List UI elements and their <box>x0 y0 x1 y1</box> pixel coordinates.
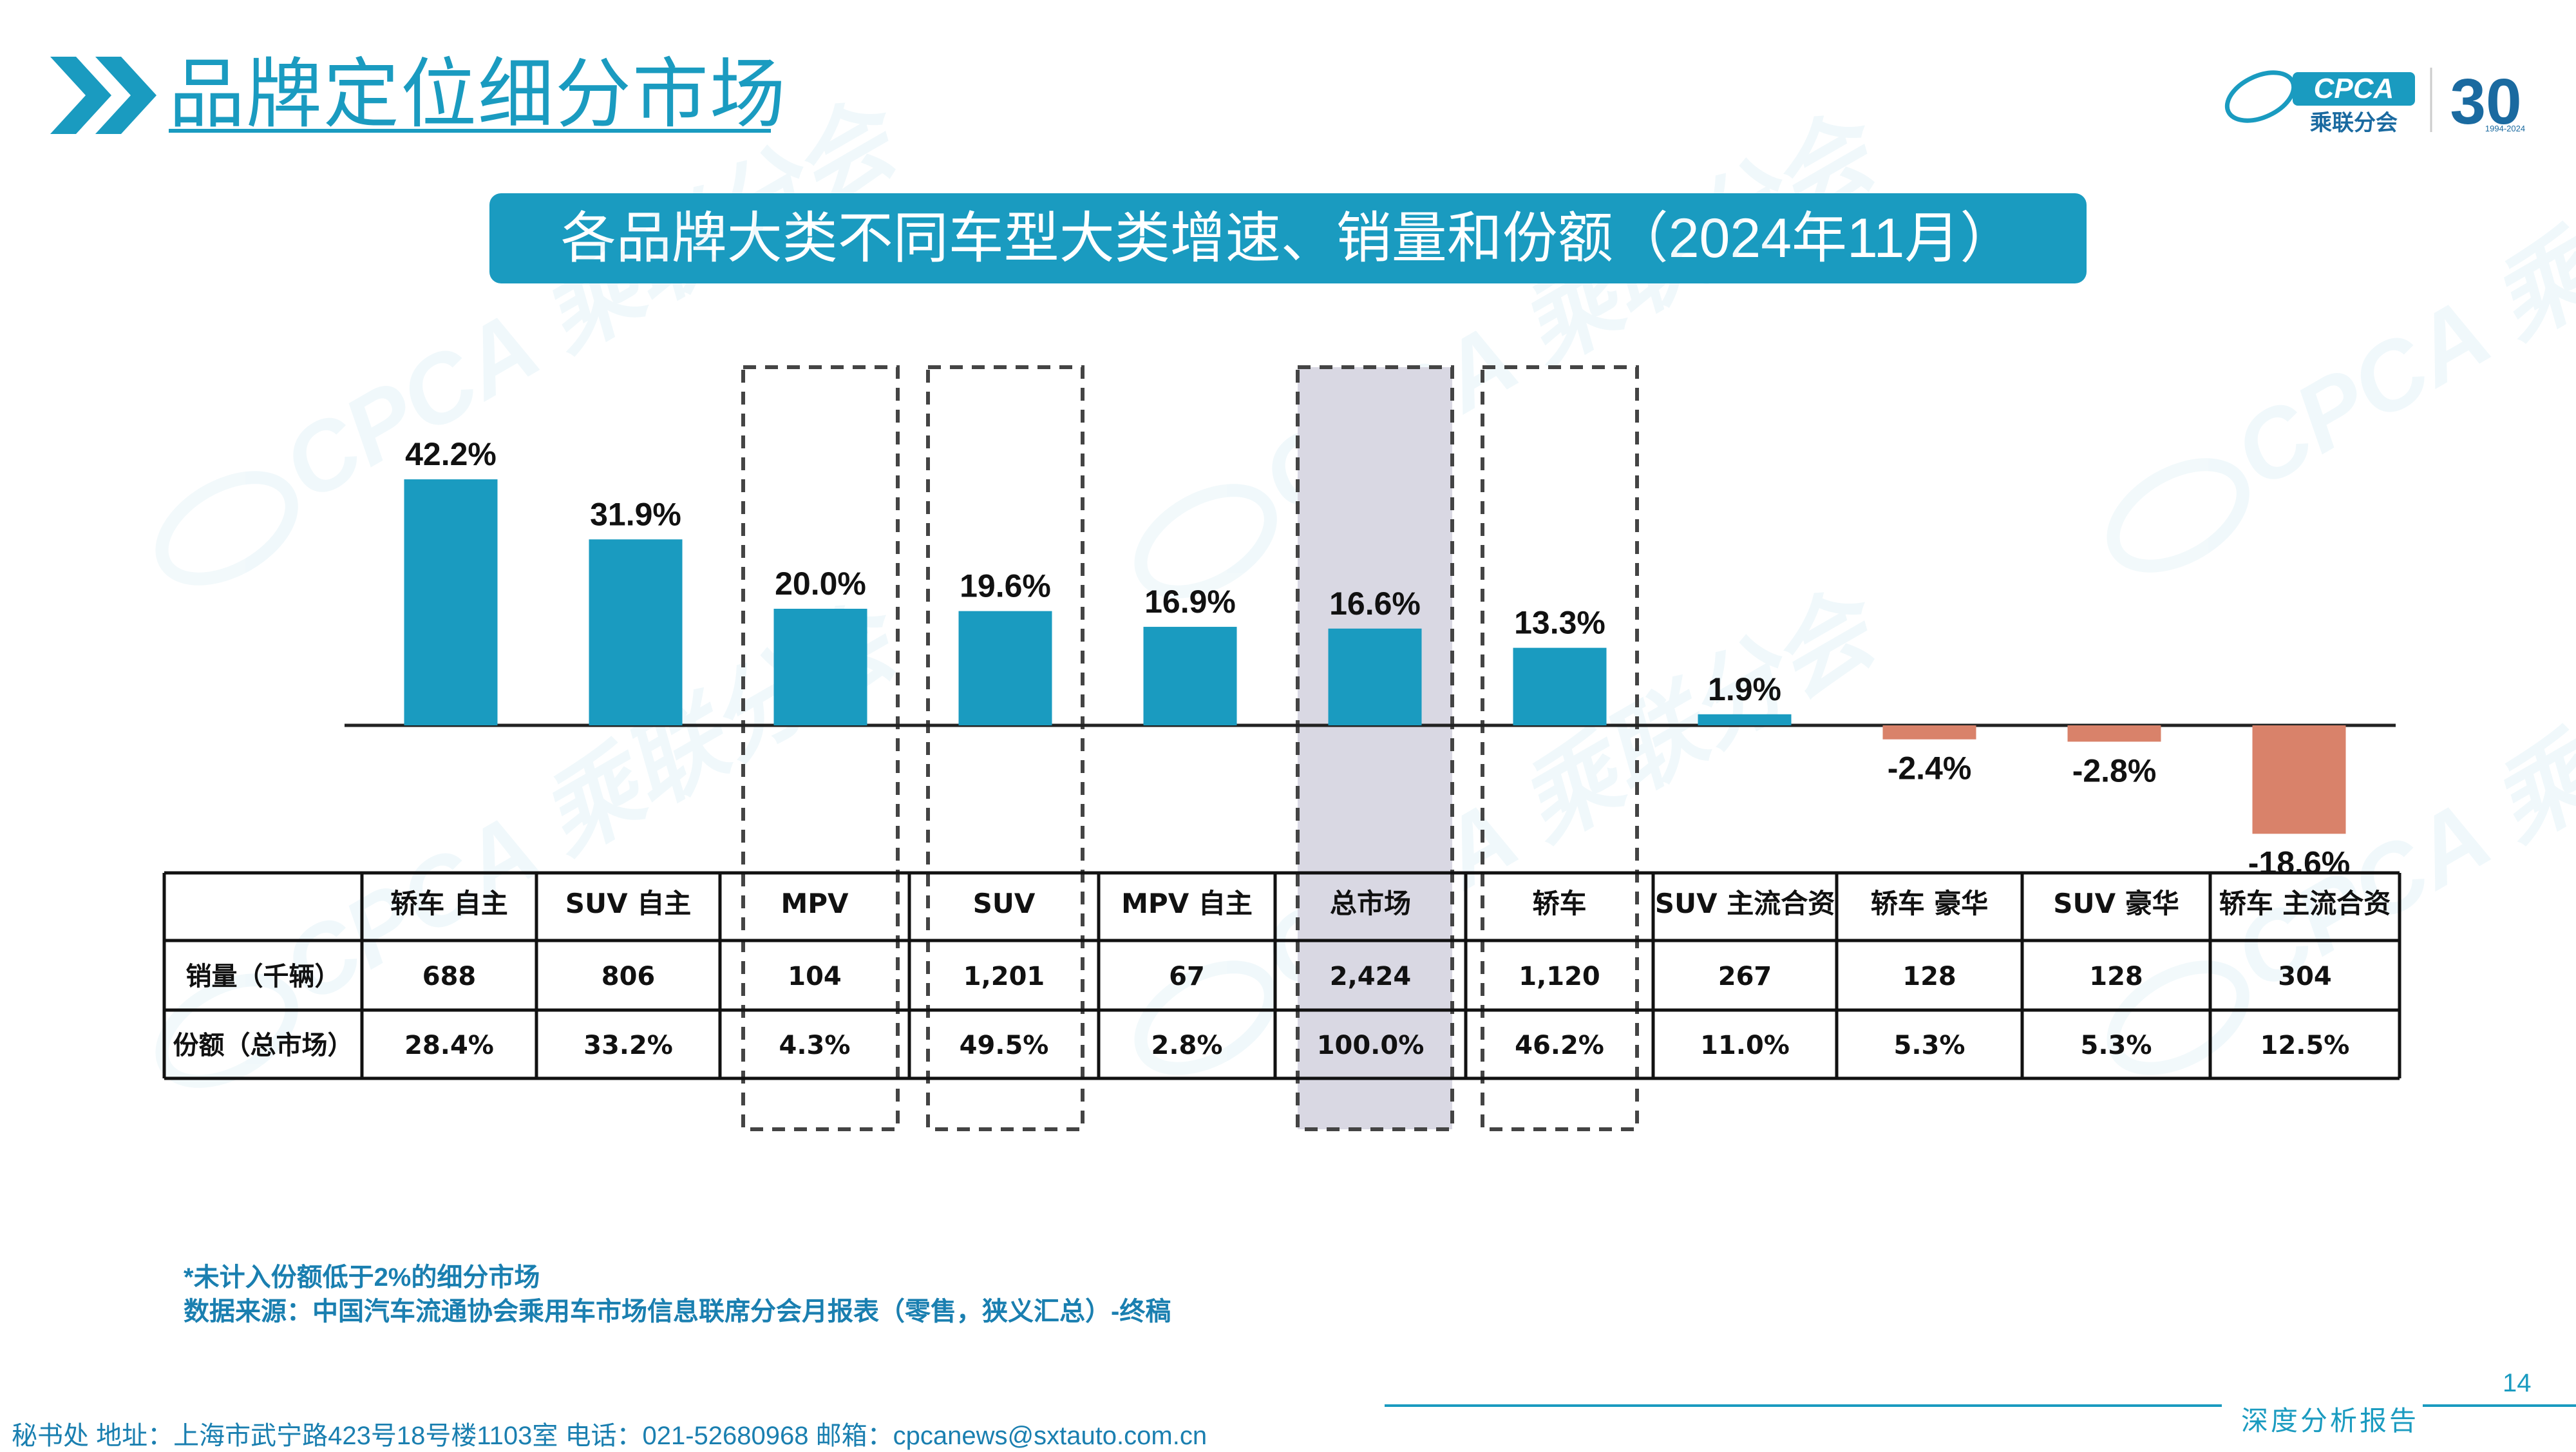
logo-years: 1994-2024 <box>2485 124 2525 133</box>
table-header-cell: 轿车 主流合资 <box>2219 888 2391 919</box>
watermark-2: CPCA 乘联分会 <box>2107 66 2576 573</box>
bar-value-label-4: 16.9% <box>1144 584 1236 620</box>
table-cell: 104 <box>788 962 842 991</box>
cpca-logo: CPCA 乘联分会 30 1994-2024 <box>2224 66 2525 135</box>
subtitle-banner <box>489 193 2087 283</box>
table-cell: 128 <box>2089 962 2143 991</box>
bar-value-label-9: -2.8% <box>2072 752 2157 788</box>
bar-6 <box>1513 647 1607 725</box>
bar-8 <box>1882 725 1976 740</box>
table-cell: 304 <box>2278 962 2332 991</box>
bar-9 <box>2067 725 2161 742</box>
bar-value-label-1: 31.9% <box>590 496 681 532</box>
logo-brand: CPCA <box>2314 73 2394 104</box>
bar-value-label-0: 42.2% <box>405 436 497 472</box>
bar-5 <box>1328 628 1422 725</box>
bar-7 <box>1698 714 1792 725</box>
table-cell: 267 <box>1718 962 1772 991</box>
table-text: 轿车 自主 SUV 自主 MPV SUV MPV 自主 总市场 轿车 SUV 主流合资 轿车 豪… <box>173 888 2391 1060</box>
bar-1 <box>589 539 683 725</box>
highlight-frame-5 <box>1296 365 1454 1131</box>
table-cell: 1,120 <box>1519 962 1600 991</box>
table-header-cell: MPV <box>781 888 849 919</box>
bars-layer <box>404 479 2346 834</box>
table-cell: 4.3% <box>779 1031 851 1060</box>
table-cell: 46.2% <box>1515 1031 1604 1060</box>
bar-labels-layer: 42.2% 31.9% 20.0% 19.6% 16.9% 16.6% 13.3% 1.9% -… <box>405 436 2350 881</box>
table-cell: 100.0% <box>1317 1031 1425 1060</box>
bar-value-label-2: 20.0% <box>775 566 866 602</box>
table-header-cell: 总市场 <box>1330 888 1411 919</box>
table-cell: 5.3% <box>2081 1031 2152 1060</box>
bar-value-label-3: 19.6% <box>960 568 1051 604</box>
table-cell: 2,424 <box>1330 962 1412 991</box>
highlight-frame-3 <box>926 365 1084 1131</box>
table-cell: 67 <box>1169 962 1205 991</box>
footnote-threshold: *未计入份额低于2%的细分市场 <box>184 1263 540 1292</box>
table-header-cell: 轿车 <box>1532 888 1586 919</box>
table-cell: 12.5% <box>2260 1031 2350 1060</box>
footer-divider-right <box>2423 1404 2576 1407</box>
highlight-frame-2 <box>741 365 900 1131</box>
watermark-0: CPCA 乘联分会 <box>155 79 922 586</box>
table-cell: 5.3% <box>1894 1031 1965 1060</box>
bar-10 <box>2252 725 2346 834</box>
table-header-cell: MPV 自主 <box>1121 888 1253 919</box>
table-cell: 1,201 <box>963 962 1045 991</box>
table-cell: 2.8% <box>1151 1031 1223 1060</box>
watermark-text: CPCA 乘联分会 <box>265 79 922 521</box>
footer-divider <box>1385 1404 2222 1407</box>
table-header-cell: SUV 自主 <box>565 888 691 919</box>
footnote-source: 数据来源：中国汽车流通协会乘用车市场信息联席分会月报表（零售，狭义汇总）-终稿 <box>184 1297 1171 1326</box>
logo-brand-cn: 乘联分会 <box>2310 110 2398 135</box>
watermark-text: CPCA 乘联分会 <box>2217 66 2576 508</box>
table-cell: 806 <box>601 962 656 991</box>
table-cell: 49.5% <box>960 1031 1049 1060</box>
table-header-cell: SUV 主流合资 <box>1655 888 1835 919</box>
logo-anniversary: 30 <box>2450 66 2521 135</box>
chart-subtitle: 各品牌大类不同车型大类增速、销量和份额（2024年11月） <box>560 207 2016 269</box>
table-cell: 33.2% <box>583 1031 673 1060</box>
bar-value-label-6: 13.3% <box>1514 605 1605 641</box>
highlight-frame-6 <box>1481 365 1639 1131</box>
page-title: 品牌定位细分市场 <box>169 52 788 137</box>
footer-address: 秘书处 地址：上海市武宁路423号18号楼1103室 电话：021-526809… <box>12 1422 1208 1450</box>
page-number: 14 <box>2503 1369 2532 1397</box>
bar-3 <box>958 611 1052 725</box>
table-cell: 28.4% <box>404 1031 494 1060</box>
bar-4 <box>1143 627 1237 725</box>
bar-value-label-8: -2.4% <box>1888 750 1972 787</box>
table-cell: 11.0% <box>1700 1031 1790 1060</box>
table-row-label: 份额（总市场） <box>173 1031 354 1060</box>
bar-2 <box>773 609 867 725</box>
table-header-cell: SUV <box>973 888 1036 919</box>
chevron-right-icon <box>50 57 156 134</box>
table-header-cell: 轿车 豪华 <box>1871 888 1989 919</box>
table-grid <box>162 871 2401 1080</box>
table-header-cell: SUV 豪华 <box>2053 888 2179 919</box>
bar-0 <box>404 479 498 725</box>
table-row-label: 销量（千辆） <box>186 962 341 991</box>
bar-value-label-5: 16.6% <box>1329 586 1421 622</box>
bar-value-label-7: 1.9% <box>1708 671 1781 707</box>
report-label: 深度分析报告 <box>2241 1405 2420 1437</box>
watermark-1: CPCA 乘联分会 <box>1134 92 1900 598</box>
table-header-cell: 轿车 自主 <box>390 888 508 919</box>
table-cell: 688 <box>422 962 477 991</box>
bar-value-label-10: -18.6% <box>2248 845 2350 881</box>
table-cell: 128 <box>1902 962 1956 991</box>
title-underline <box>169 129 771 133</box>
highlight-layer <box>741 365 1639 1131</box>
